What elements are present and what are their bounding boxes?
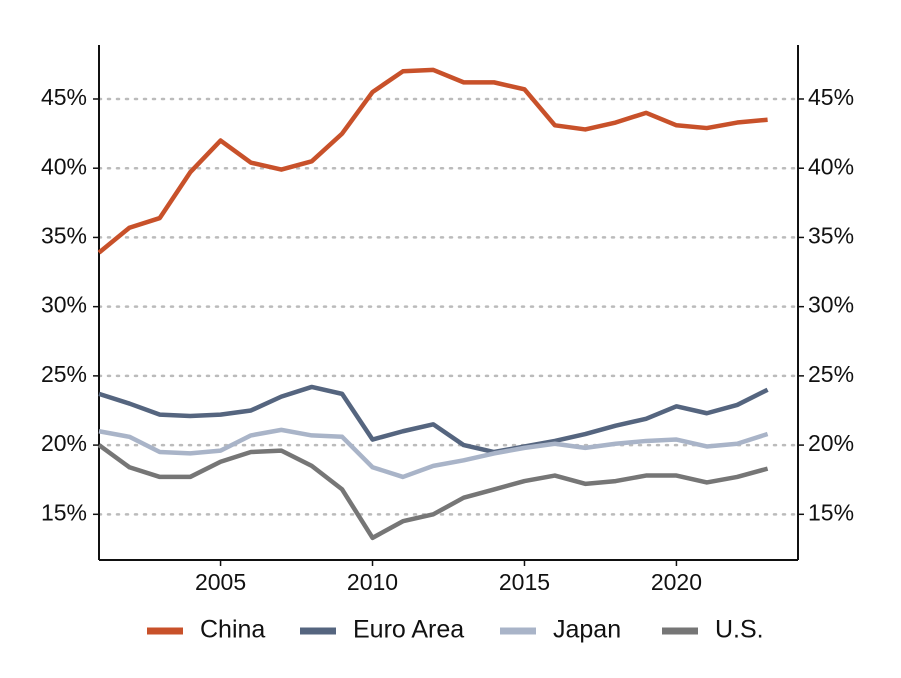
- y2-tick-label: 35%: [808, 223, 854, 249]
- legend-label: Japan: [553, 616, 621, 644]
- y-tick-label: 25%: [41, 361, 87, 387]
- y2-tick-label: 40%: [808, 153, 854, 179]
- y-tick-label: 45%: [41, 84, 87, 110]
- y2-tick-label: 30%: [808, 292, 854, 318]
- y2-tick-label: 45%: [808, 84, 854, 110]
- y2-tick-label: 25%: [808, 361, 854, 387]
- legend-label: U.S.: [715, 616, 764, 644]
- x-tick-label: 2020: [651, 569, 702, 595]
- y-tick-label: 30%: [41, 292, 87, 318]
- x-tick-label: 2005: [195, 569, 246, 595]
- x-tick-label: 2015: [499, 569, 550, 595]
- series-line: [97, 67, 768, 255]
- legend-label: Euro Area: [353, 616, 464, 644]
- x-tick-label: 2010: [347, 569, 398, 595]
- y-tick-label: 15%: [41, 499, 87, 525]
- y-tick-label: 35%: [41, 223, 87, 249]
- y-tick-label: 40%: [41, 153, 87, 179]
- series-line: [97, 443, 769, 541]
- y2-tick-label: 15%: [808, 499, 854, 525]
- series-line: [98, 384, 769, 455]
- legend-label: China: [200, 616, 265, 644]
- y2-tick-label: 20%: [808, 430, 854, 456]
- y-tick-label: 20%: [41, 430, 87, 456]
- series-line: [98, 427, 769, 480]
